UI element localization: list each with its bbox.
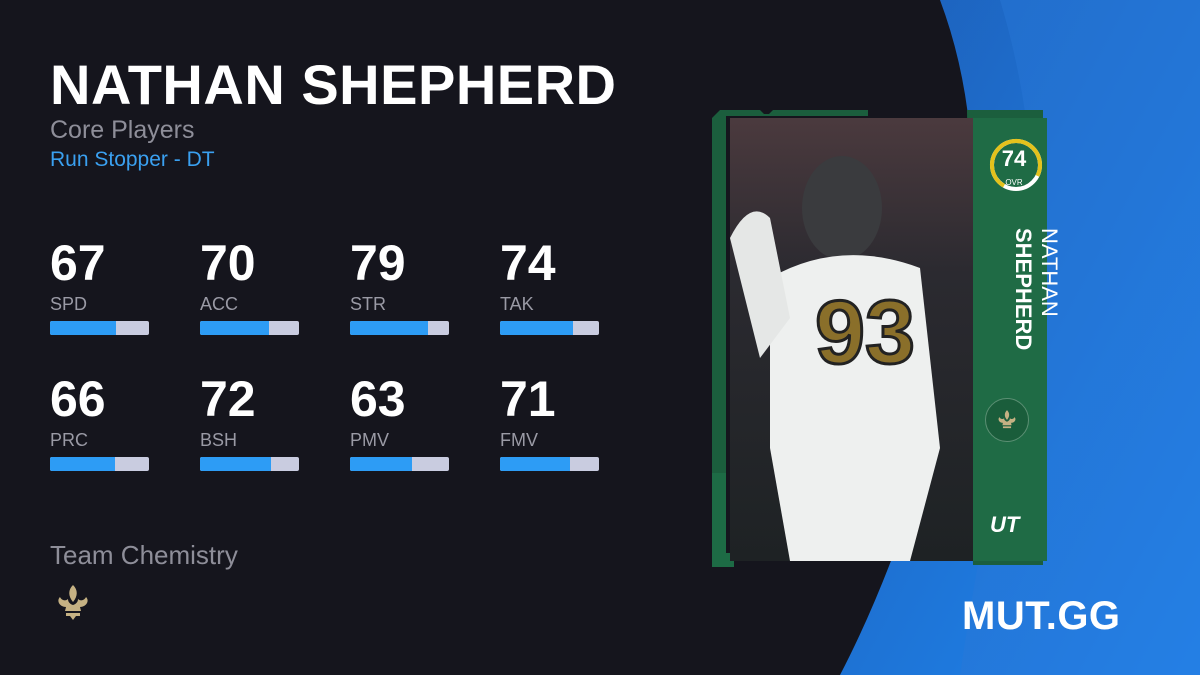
card-player-name: NATHAN SHEPHERD — [1010, 228, 1062, 350]
stat-pmv: 63 PMV — [350, 374, 450, 471]
fleur-de-lis-icon[interactable] — [56, 583, 90, 621]
card-first-name: NATHAN — [1037, 228, 1062, 317]
stat-bar — [350, 457, 449, 471]
program-badge: UT — [990, 512, 1020, 537]
card-team-logo — [985, 398, 1029, 442]
stat-tak: 74 TAK — [500, 238, 600, 335]
stat-bar-fill — [500, 457, 571, 471]
brand-logo[interactable]: MUT.GG — [962, 594, 1121, 638]
stat-str: 79 STR — [350, 238, 450, 335]
stat-bar-fill — [200, 321, 270, 335]
stat-bar-fill — [350, 457, 413, 471]
card-side-panel — [973, 118, 1047, 561]
stat-value: 71 — [500, 371, 556, 427]
stat-label: BSH — [200, 430, 238, 450]
stat-value: 70 — [200, 235, 256, 291]
stat-bar — [50, 457, 149, 471]
team-chemistry-label: Team Chemistry — [50, 540, 238, 570]
fleur-de-lis-icon — [998, 410, 1016, 429]
stat-bar — [200, 321, 299, 335]
stat-label: TAK — [500, 294, 534, 314]
stat-bar-fill — [350, 321, 429, 335]
stat-label: PRC — [50, 430, 89, 450]
stat-label: FMV — [500, 430, 538, 450]
svg-text:93: 93 — [815, 283, 915, 383]
stat-label: ACC — [200, 294, 239, 314]
stat-value: 74 — [500, 235, 556, 291]
stat-bar — [500, 321, 599, 335]
ovr-value: 74 — [1001, 146, 1027, 171]
stat-value: 72 — [200, 371, 256, 427]
stat-spd: 67 SPD — [50, 238, 150, 335]
archetype-label: Run Stopper - DT — [50, 148, 215, 171]
stat-bar-fill — [50, 321, 117, 335]
stat-acc: 70 ACC — [200, 238, 300, 335]
stat-value: 79 — [350, 235, 406, 291]
stat-bar — [50, 321, 149, 335]
stat-label: STR — [350, 294, 386, 314]
stat-bar-fill — [200, 457, 272, 471]
ovr-ring — [989, 139, 1042, 191]
stat-prc: 66 PRC — [50, 374, 150, 471]
card-last-name: SHEPHERD — [1011, 228, 1036, 351]
player-name: NATHAN SHEPHERD — [50, 53, 617, 116]
stat-bar — [500, 457, 599, 471]
stat-bar — [350, 321, 449, 335]
stat-bar-fill — [50, 457, 116, 471]
stat-value: 63 — [350, 371, 406, 427]
player-photo: 93 — [730, 118, 973, 561]
program-label: Core Players — [50, 116, 195, 144]
stat-bar-fill — [500, 321, 574, 335]
stat-value: 67 — [50, 235, 106, 291]
stat-label: SPD — [50, 294, 88, 314]
stat-value: 66 — [50, 371, 106, 427]
stat-label: PMV — [350, 430, 390, 450]
stat-bar — [200, 457, 299, 471]
stat-bsh: 72 BSH — [200, 374, 300, 471]
ovr-label: OVR — [1005, 178, 1023, 187]
stat-fmv: 71 FMV — [500, 374, 600, 471]
